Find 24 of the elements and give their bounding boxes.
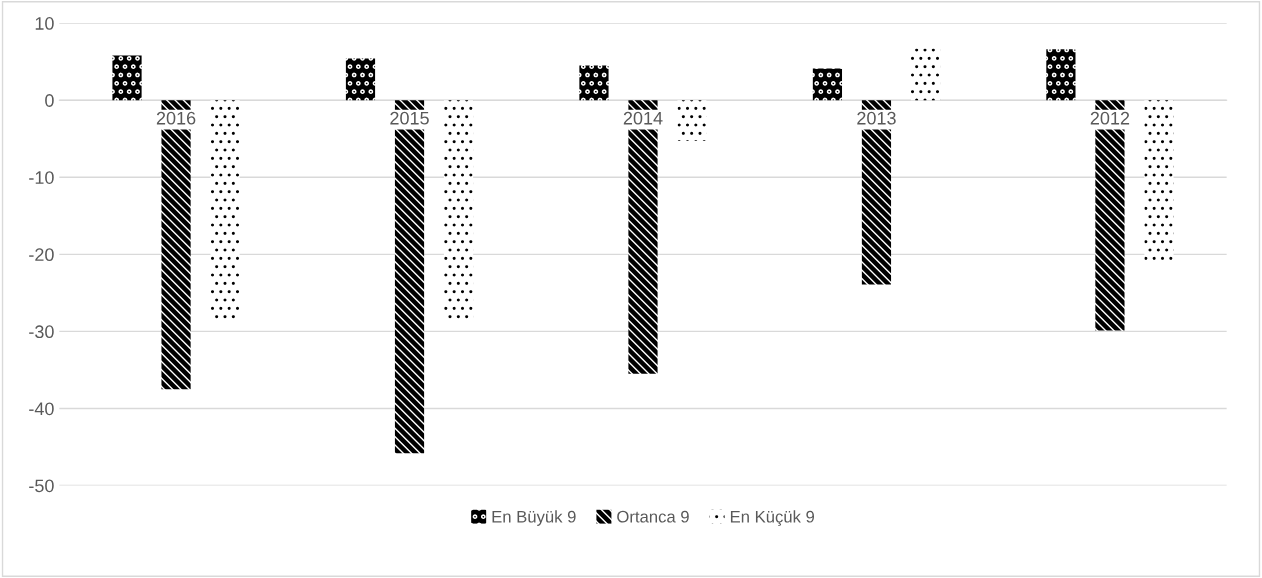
y-tick-label: 10 bbox=[35, 17, 54, 30]
y-tick-label: 0 bbox=[45, 94, 54, 107]
x-tick-label: 2013 bbox=[857, 111, 896, 125]
y-tick-label: -40 bbox=[29, 402, 54, 416]
y-tick-label: -30 bbox=[29, 325, 54, 339]
x-tick-label: 2012 bbox=[1090, 111, 1130, 125]
bar bbox=[579, 65, 609, 101]
bar bbox=[345, 58, 376, 101]
y-tick-label: -10 bbox=[29, 171, 54, 184]
bar bbox=[1046, 49, 1076, 101]
legend-label: Ortanca 9 bbox=[617, 510, 689, 523]
legend-label: En Büyük 9 bbox=[492, 510, 576, 526]
bar bbox=[812, 68, 843, 101]
x-tick-label: 2016 bbox=[156, 111, 196, 125]
legend-label: En Küçük 9 bbox=[730, 510, 815, 526]
x-tick-label: 2014 bbox=[623, 111, 663, 125]
y-tick-label: -20 bbox=[29, 248, 54, 262]
bar bbox=[910, 48, 941, 101]
bar bbox=[210, 100, 240, 320]
y-tick-label: -50 bbox=[29, 479, 54, 493]
bar bbox=[1144, 100, 1174, 263]
bar bbox=[677, 100, 707, 142]
x-tick-label: 2015 bbox=[390, 111, 429, 125]
bar bbox=[112, 55, 142, 101]
